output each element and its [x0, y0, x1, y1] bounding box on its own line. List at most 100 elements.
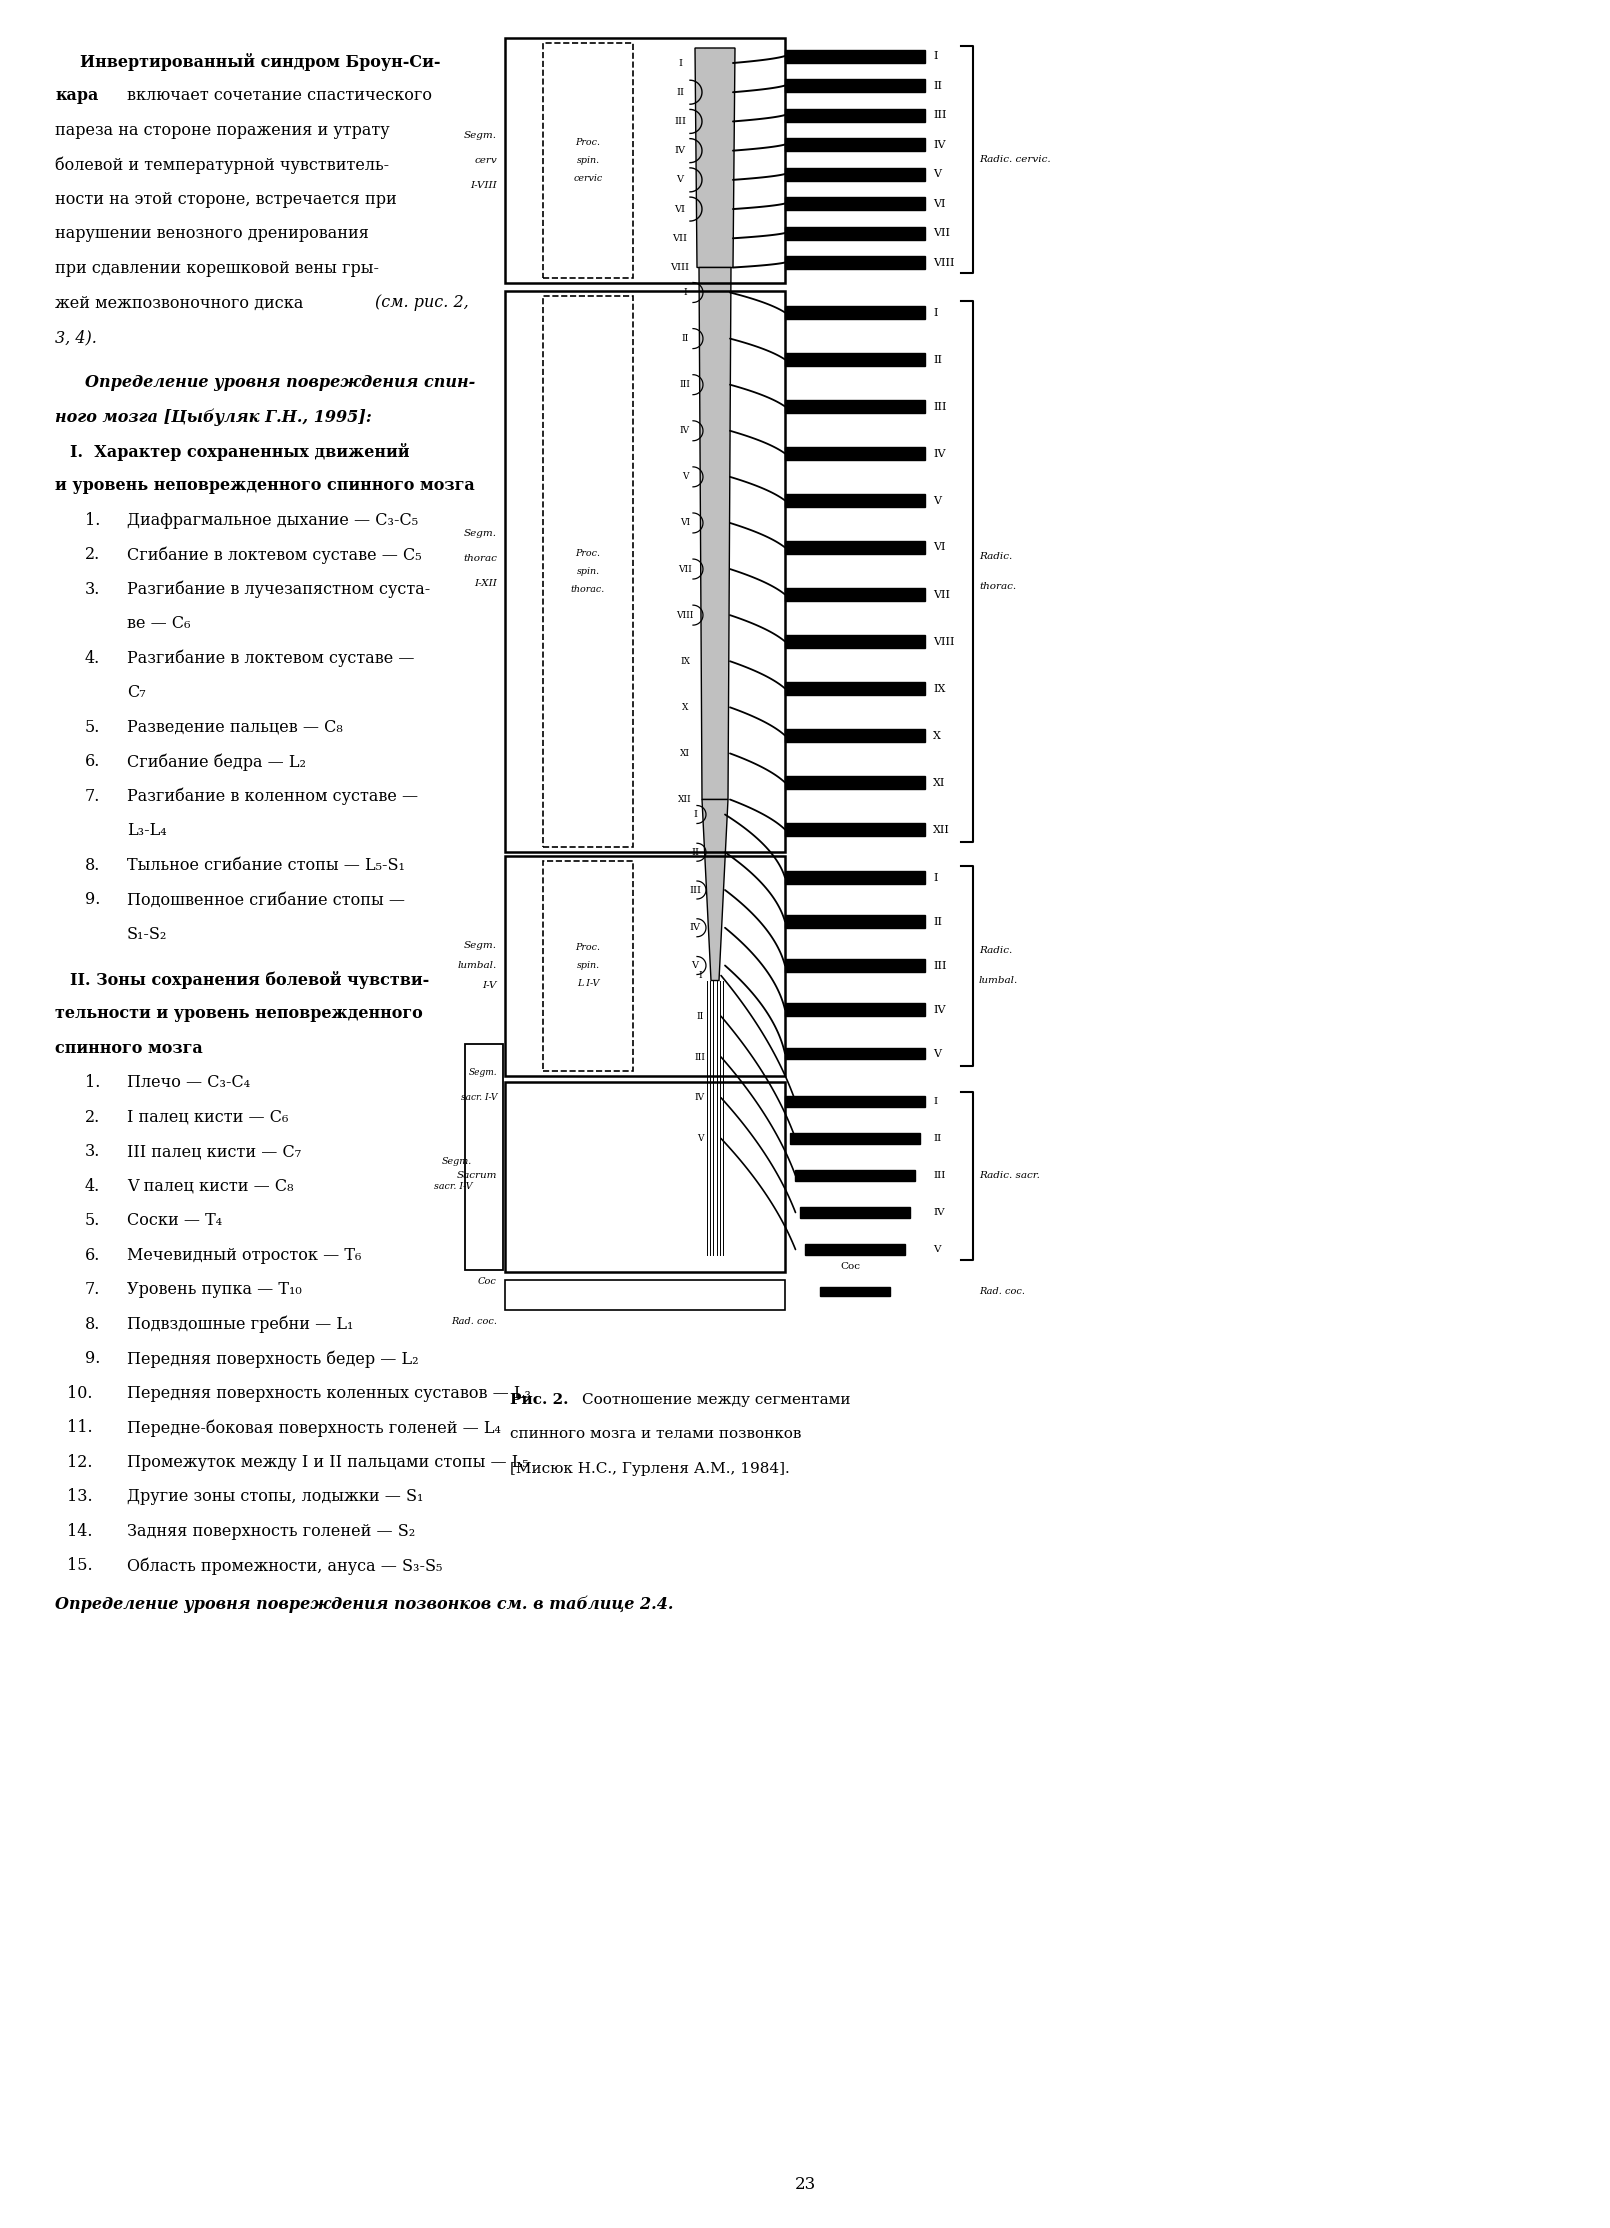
- Bar: [506, 1279, 786, 1310]
- Text: Coc: Coc: [478, 1277, 497, 1286]
- Bar: [465, 1043, 502, 1270]
- Text: Разгибание в лучезапястном суста-: Разгибание в лучезапястном суста-: [127, 582, 430, 599]
- Text: I палец кисти — C₆: I палец кисти — C₆: [127, 1110, 288, 1125]
- Text: sacr. I-V: sacr. I-V: [433, 1183, 472, 1192]
- Bar: [506, 38, 786, 283]
- Text: II: II: [691, 847, 699, 858]
- Text: Proc.: Proc.: [575, 942, 601, 951]
- Bar: [786, 682, 926, 695]
- Bar: [786, 167, 926, 180]
- Text: I: I: [683, 287, 687, 296]
- Text: II: II: [934, 916, 942, 927]
- Bar: [543, 296, 633, 847]
- Text: нарушении венозного дренирования: нарушении венозного дренирования: [55, 225, 369, 243]
- Text: VII: VII: [673, 234, 687, 243]
- Text: VI: VI: [675, 205, 686, 214]
- Text: V: V: [934, 1049, 940, 1058]
- Text: 6.: 6.: [85, 1248, 100, 1263]
- Text: IV: IV: [689, 922, 700, 931]
- Text: (см. рис. 2,: (см. рис. 2,: [375, 294, 469, 312]
- Bar: [786, 822, 926, 836]
- Text: V палец кисти — C₈: V палец кисти — C₈: [127, 1179, 293, 1194]
- Text: Подвздошные гребни — L₁: Подвздошные гребни — L₁: [127, 1317, 353, 1332]
- Text: тельности и уровень неповрежденного: тельности и уровень неповрежденного: [55, 1005, 423, 1023]
- Text: кара: кара: [55, 87, 98, 105]
- Bar: [786, 588, 926, 602]
- Text: и уровень неповрежденного спинного мозга: и уровень неповрежденного спинного мозга: [55, 477, 475, 495]
- Text: включает сочетание спастического: включает сочетание спастического: [127, 87, 431, 105]
- Bar: [543, 42, 633, 278]
- Text: ного мозга [Цыбуляк Г.Н., 1995]:: ного мозга [Цыбуляк Г.Н., 1995]:: [55, 408, 372, 426]
- Text: V: V: [934, 169, 940, 178]
- Text: II: II: [676, 87, 684, 96]
- Text: IV: IV: [934, 1005, 945, 1014]
- Bar: [506, 1081, 786, 1272]
- Text: VII: VII: [934, 227, 950, 238]
- Text: Sacrum: Sacrum: [457, 1172, 497, 1181]
- Text: III палец кисти — C₇: III палец кисти — C₇: [127, 1143, 301, 1161]
- Bar: [786, 916, 926, 927]
- Bar: [786, 49, 926, 62]
- Bar: [786, 1003, 926, 1016]
- Text: II: II: [934, 80, 942, 91]
- Text: III: III: [934, 109, 947, 120]
- Text: Coc: Coc: [840, 1261, 860, 1270]
- Text: Тыльное сгибание стопы — L₅-S₁: Тыльное сгибание стопы — L₅-S₁: [127, 858, 404, 873]
- Text: Подошвенное сгибание стопы —: Подошвенное сгибание стопы —: [127, 891, 406, 909]
- Text: Segm.: Segm.: [464, 131, 497, 140]
- Bar: [786, 871, 926, 885]
- Text: VIII: VIII: [670, 263, 689, 272]
- Bar: [786, 960, 926, 971]
- Polygon shape: [699, 267, 731, 800]
- Text: Передняя поверхность бедер — L₂: Передняя поверхность бедер — L₂: [127, 1350, 419, 1368]
- Text: 12.: 12.: [68, 1453, 92, 1470]
- Text: IX: IX: [934, 684, 945, 693]
- Text: thorac.: thorac.: [572, 584, 605, 593]
- Text: lumbal.: lumbal.: [457, 960, 497, 969]
- Text: V: V: [697, 1134, 704, 1143]
- Text: Диафрагмальное дыхание — C₃-C₅: Диафрагмальное дыхание — C₃-C₅: [127, 512, 419, 528]
- Text: 15.: 15.: [68, 1557, 93, 1575]
- Bar: [786, 495, 926, 508]
- Bar: [791, 1134, 919, 1143]
- Text: 7.: 7.: [85, 1281, 100, 1299]
- Bar: [786, 775, 926, 789]
- Text: ности на этой стороне, встречается при: ности на этой стороне, встречается при: [55, 192, 396, 207]
- Text: VI: VI: [679, 519, 691, 528]
- Text: Инвертированный синдром Броун-Си-: Инвертированный синдром Броун-Си-: [80, 53, 441, 71]
- Text: Промежуток между I и II пальцами стопы — L₅: Промежуток между I и II пальцами стопы —…: [127, 1453, 528, 1470]
- Text: Передняя поверхность коленных суставов — L₃: Передняя поверхность коленных суставов —…: [127, 1384, 531, 1401]
- Text: IV: IV: [934, 1208, 945, 1216]
- Bar: [786, 448, 926, 459]
- Text: спинного мозга и телами позвонков: спинного мозга и телами позвонков: [510, 1428, 802, 1442]
- Text: 8.: 8.: [85, 1317, 100, 1332]
- Text: spin.: spin.: [576, 566, 599, 575]
- Bar: [786, 78, 926, 91]
- Text: IV: IV: [679, 426, 691, 434]
- Text: при сдавлении корешковой вены гры-: при сдавлении корешковой вены гры-: [55, 261, 378, 276]
- Text: 3.: 3.: [85, 1143, 100, 1161]
- Text: Разгибание в локтевом суставе —: Разгибание в локтевом суставе —: [127, 651, 414, 668]
- Text: 11.: 11.: [68, 1419, 93, 1437]
- Text: II: II: [934, 1134, 942, 1143]
- Text: 7.: 7.: [85, 789, 100, 804]
- Text: VIII: VIII: [934, 637, 955, 646]
- Polygon shape: [696, 49, 736, 267]
- Text: C₇: C₇: [127, 684, 145, 702]
- Text: Разведение пальцев — C₈: Разведение пальцев — C₈: [127, 720, 343, 735]
- Text: VI: VI: [934, 198, 945, 209]
- Bar: [786, 256, 926, 270]
- Bar: [805, 1243, 905, 1254]
- Text: 4.: 4.: [85, 1179, 100, 1194]
- Text: ве — C₆: ве — C₆: [127, 615, 190, 633]
- Text: 1.: 1.: [85, 1074, 100, 1092]
- Text: Proc.: Proc.: [575, 138, 601, 147]
- Text: Proc.: Proc.: [575, 548, 601, 557]
- Text: XI: XI: [679, 749, 691, 758]
- Text: I: I: [678, 58, 683, 67]
- Text: XII: XII: [934, 824, 950, 836]
- Text: cervic: cervic: [573, 174, 602, 183]
- Bar: [506, 856, 786, 1076]
- Text: III: III: [934, 1172, 945, 1181]
- Text: IV: IV: [675, 147, 686, 156]
